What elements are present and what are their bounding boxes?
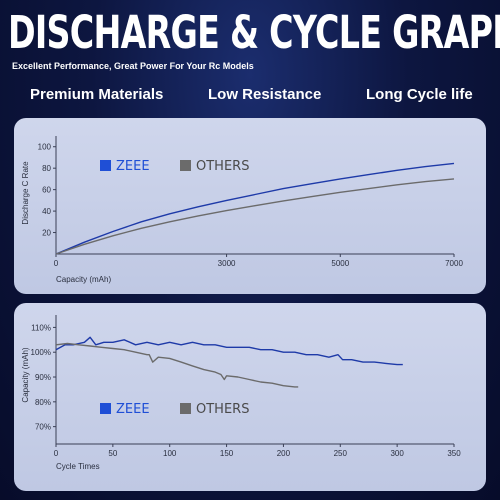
page-title: DISCHARGE & CYCLE GRAPH	[8, 6, 500, 59]
page-subtitle: Excellent Performance, Great Power For Y…	[12, 61, 254, 71]
x-tick-label: 250	[334, 449, 348, 458]
y-axis-label: Discharge C Rate	[21, 161, 30, 225]
x-tick-label: 150	[220, 449, 234, 458]
feature-low-resistance: Low Resistance	[208, 86, 322, 103]
series-line-zeee	[55, 336, 403, 366]
x-tick-label: 350	[447, 449, 461, 458]
x-axis-label: Capacity (mAh)	[56, 275, 111, 284]
y-tick-label: 100	[38, 143, 52, 152]
legend-swatch-others	[180, 160, 191, 171]
y-tick-label: 70%	[35, 423, 51, 432]
x-tick-label: 3000	[218, 259, 236, 268]
y-axis-label: Capacity (mAh)	[21, 347, 30, 402]
x-tick-label: 50	[108, 449, 117, 458]
y-tick-label: 110%	[31, 323, 51, 332]
legend-swatch-others	[180, 403, 191, 414]
x-tick-label: 5000	[331, 259, 349, 268]
x-tick-label: 300	[390, 449, 404, 458]
discharge-chart-panel: 20 40 60 80 100 0 3000 5000 7000 Capacity (mAh) Di…	[14, 118, 486, 294]
feature-long-cycle-life: Long Cycle life	[366, 86, 473, 103]
legend-label-others: OTHERS	[196, 402, 249, 417]
feature-premium-materials: Premium Materials	[30, 86, 164, 103]
cycle-chart-panel: 70% 80% 90% 100% 110% 0 50 100 150 200 250 300 350 Cy…	[14, 303, 486, 491]
x-tick-label: 0	[54, 449, 59, 458]
cycle-chart: 70% 80% 90% 100% 110% 0 50 100 150 200 250 300 350 Cy…	[21, 315, 461, 471]
series-line-others	[55, 178, 455, 255]
series-line-others	[55, 342, 299, 388]
legend-label-zeee: ZEEE	[116, 402, 150, 417]
y-tick-label: 100%	[31, 348, 51, 357]
y-tick-label: 40	[42, 207, 51, 216]
y-tick-label: 20	[42, 229, 51, 238]
x-tick-label: 7000	[445, 259, 463, 268]
x-tick-label: 200	[277, 449, 291, 458]
x-tick-label: 100	[163, 449, 177, 458]
y-tick-label: 80	[42, 164, 51, 173]
legend-swatch-zeee	[100, 160, 111, 171]
x-tick-label: 0	[54, 259, 59, 268]
legend-swatch-zeee	[100, 403, 111, 414]
x-axis-label: Cycle Times	[56, 462, 100, 471]
legend-label-zeee: ZEEE	[116, 159, 150, 174]
series-line-zeee	[55, 162, 455, 255]
y-tick-label: 90%	[35, 373, 51, 382]
y-tick-label: 60	[42, 186, 51, 195]
y-tick-label: 80%	[35, 398, 51, 407]
legend-label-others: OTHERS	[196, 159, 249, 174]
